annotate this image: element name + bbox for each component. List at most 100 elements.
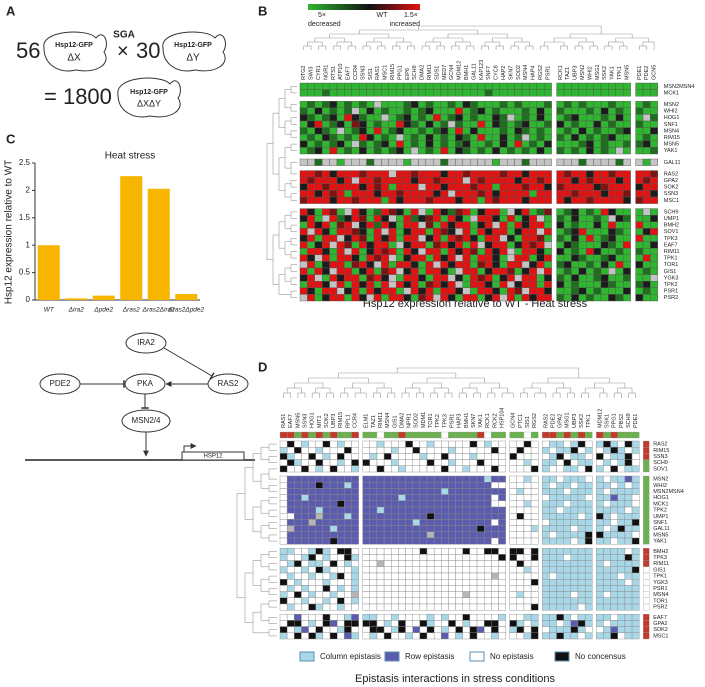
heatmap-cell [615,294,624,302]
heatmap-cell [344,572,352,580]
heatmap-cell [571,287,580,295]
heatmap-cell [642,190,651,198]
heatmap-cell [499,107,508,115]
heatmap-cell [578,190,587,198]
heatmap-cell [563,140,572,148]
heatmap-cell [403,247,412,255]
heatmap-cell [412,620,421,627]
heatmap-cell [477,158,486,166]
heatmap-cell [556,603,564,611]
heatmap-cell [329,247,338,255]
heatmap-cell [462,190,471,198]
heatmap-cell [469,626,478,633]
heatmap-cell [455,572,463,580]
heatmap-cell [403,170,412,178]
heatmap-cell [563,585,572,592]
heatmap-cell [578,170,587,178]
heatmap-cell [403,114,412,122]
heatmap-cell [388,228,397,236]
heatmap-cell [362,453,370,460]
heatmap-cell [571,261,580,269]
heatmap-cell [462,591,471,598]
heatmap-cell [578,82,587,90]
panel-label: A [6,3,16,18]
heatmap-cell [391,597,399,605]
heatmap-cell [336,127,345,135]
heatmap-cell [492,114,500,122]
heatmap-cell [462,525,471,532]
heatmap-cell [337,494,345,502]
heatmap-cell [544,170,552,178]
heatmap-cell [578,176,587,184]
heatmap-cell [344,241,352,249]
heatmap-cell [491,572,499,580]
heatmap-cell [344,261,352,269]
heatmap-cell [351,261,360,269]
heatmap-cell [362,488,370,495]
heatmap-cell [425,214,434,222]
heatmap-cell [433,494,442,502]
heatmap-cell [294,475,302,483]
x-tick-label: WT [44,307,55,314]
heatmap-cell [344,500,352,508]
heatmap-cell [635,140,644,148]
heatmap-cell [336,267,345,275]
heatmap-cell [344,620,352,627]
heatmap-cell [608,120,617,128]
heatmap-cell [419,585,428,592]
heatmap-cell [441,494,449,502]
panel-label: C [6,131,16,146]
heatmap-cell [498,614,506,621]
heatmap-cell [544,208,552,216]
heatmap-cell [294,566,302,574]
heatmap-cell [425,100,434,108]
heatmap-cell [398,560,406,567]
heatmap-cell [563,453,572,460]
heatmap-cell [484,482,492,489]
row-strip [643,626,650,633]
heatmap-cell [441,560,449,567]
heatmap-cell [329,440,338,448]
heatmap-cell [491,453,499,460]
heatmap-cell [322,475,331,483]
heatmap-cell [359,196,367,204]
heatmap-cell [563,254,572,262]
heatmap-cell [523,560,532,567]
heatmap-cell [514,147,523,155]
heatmap-cell [523,488,532,495]
heatmap-cell [388,281,397,289]
heatmap-cell [498,579,506,586]
heatmap-cell [299,82,308,90]
heatmap-cell [556,513,564,520]
heatmap-cell [586,183,594,191]
heatmap-cell [484,548,492,555]
heatmap-cell [476,447,485,454]
heatmap-cell [596,597,604,605]
heatmap-cell [440,82,449,90]
heatmap-cell [600,294,609,302]
heatmap-cell [412,632,421,640]
heatmap-cell [455,221,463,229]
heatmap-cell [542,614,550,621]
heatmap-cell [476,591,485,598]
color-scale: 5× WT 1.5× decreased increased [308,4,420,28]
heatmap-cell [441,554,449,561]
heatmap-cell [586,120,594,128]
y-tick-label: 2 [26,186,31,195]
heatmap-cell [307,107,315,115]
heatmap-cell [610,465,618,473]
heatmap-cell [563,566,572,574]
heatmap-cell [369,482,378,489]
heatmap-cell [603,519,611,526]
heatmap-cell [593,82,602,90]
heatmap-cell [631,614,640,621]
heatmap-cell [398,482,406,489]
heatmap-cell [448,620,456,627]
heatmap-cell [381,287,389,295]
heatmap-cell [403,228,412,236]
heatmap-cell [307,176,315,184]
heatmap-cell [549,494,557,502]
heatmap-cell [615,196,624,204]
heatmap-cell [530,585,539,592]
row-label: GIS1 [653,567,666,573]
